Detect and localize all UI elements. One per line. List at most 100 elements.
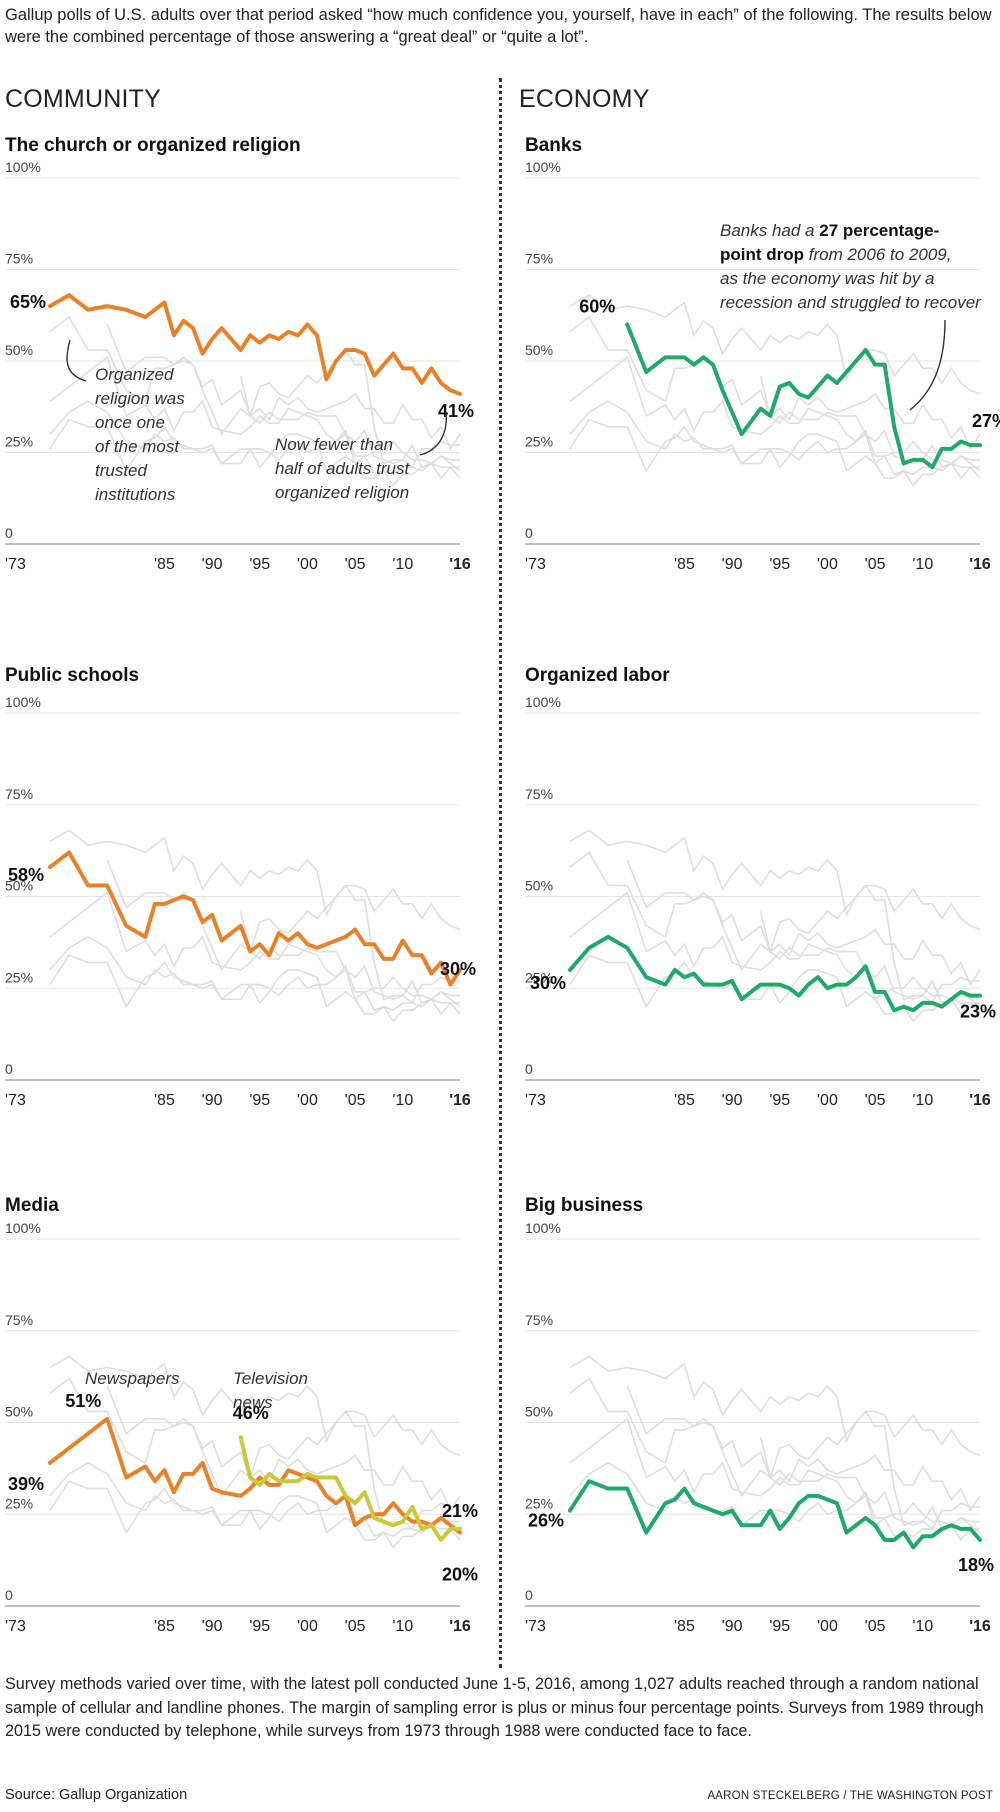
x-tick-label: '16	[969, 1092, 991, 1109]
x-tick-label: '16	[969, 556, 991, 573]
annotation-text: half of adults trust	[275, 459, 410, 478]
x-tick-label: '90	[202, 1618, 223, 1635]
x-tick-label: '90	[202, 556, 223, 573]
annotation-text: Organized	[95, 365, 174, 384]
y-tick-label: 0	[5, 1587, 13, 1603]
x-tick-label: '73	[525, 556, 546, 573]
chart-title: Big business	[525, 1195, 643, 1216]
y-tick-label: 25%	[525, 969, 553, 985]
section-heading-community: COMMUNITY	[5, 85, 161, 113]
x-tick-label: '05	[345, 1618, 366, 1635]
data-label: 20%	[442, 1565, 478, 1585]
y-tick-label: 50%	[5, 878, 33, 894]
y-tick-label: 0	[525, 525, 533, 541]
chart-panel-6: Big business 100% 75% 50% 25% 0 '73 '85 '90 '95 '0…	[525, 1195, 994, 1635]
background-series-line	[106, 859, 460, 1005]
data-label: 51%	[65, 1391, 101, 1411]
chart-title: Media	[5, 1195, 59, 1216]
x-tick-label: '85	[154, 556, 175, 573]
series-line-2	[238, 1435, 462, 1542]
annotation-text: Now fewer than	[275, 435, 393, 454]
annotation-text: as the economy was hit by a	[720, 269, 935, 288]
y-tick-label: 100%	[5, 1220, 41, 1236]
annotation-text: Television	[233, 1369, 308, 1388]
annotation-arrow	[66, 339, 87, 382]
intro-text: Gallup polls of U.S. adults over that pe…	[5, 6, 992, 46]
x-tick-label: '05	[345, 1092, 366, 1109]
background-series-line	[49, 1355, 461, 1457]
x-tick-label: '90	[722, 556, 743, 573]
y-tick-label: 50%	[525, 1404, 553, 1420]
data-label: 21%	[442, 1501, 478, 1521]
data-label: 30%	[440, 959, 476, 979]
data-label: 27%	[972, 411, 1000, 431]
y-tick-label: 100%	[525, 694, 561, 710]
data-label: 41%	[438, 401, 474, 421]
x-tick-label: '95	[249, 1092, 270, 1109]
chart-panel-5: Media 100% 75% 50% 25% 0 '73 '85 '90 '95 '00 '05 '10…	[5, 1195, 478, 1635]
x-tick-label: '95	[249, 1618, 270, 1635]
annotation-text: news	[233, 1393, 273, 1412]
y-tick-label: 75%	[5, 1312, 33, 1328]
x-tick-label: '90	[722, 1618, 743, 1635]
series-line-1	[625, 322, 982, 470]
y-tick-label: 25%	[525, 434, 553, 450]
x-tick-label: '00	[297, 1618, 318, 1635]
y-tick-label: 75%	[525, 251, 553, 267]
background-series-line	[49, 315, 461, 451]
background-series-line	[759, 910, 980, 1016]
annotation-text: of the most	[95, 437, 180, 456]
x-tick-label: '73	[525, 1092, 546, 1109]
data-label: 65%	[10, 292, 46, 312]
x-tick-label: '05	[865, 556, 886, 573]
y-tick-label: 75%	[5, 786, 33, 802]
y-tick-label: 75%	[5, 251, 33, 267]
y-tick-label: 0	[5, 1061, 13, 1077]
x-tick-label: '73	[5, 1092, 26, 1109]
source-line: Source: Gallup Organization	[5, 1787, 188, 1803]
footnote: Survey methods varied over time, with th…	[5, 1675, 984, 1740]
series-line-1	[568, 1479, 982, 1550]
annotation-text: institutions	[95, 485, 176, 504]
x-tick-label: '00	[817, 556, 838, 573]
background-series-line	[106, 1385, 460, 1531]
x-tick-label: '95	[249, 556, 270, 573]
y-tick-label: 100%	[5, 694, 41, 710]
x-tick-label: '00	[817, 1618, 838, 1635]
x-tick-label: '85	[154, 1618, 175, 1635]
y-tick-label: 75%	[525, 786, 553, 802]
x-tick-label: '95	[769, 556, 790, 573]
chart-title: The church or organized religion	[5, 135, 301, 156]
y-tick-label: 25%	[525, 1495, 553, 1511]
background-series-line	[569, 1377, 981, 1513]
annotation-text: Banks had a 27 percentage-	[720, 221, 939, 240]
annotation-arrow	[419, 411, 447, 456]
y-tick-label: 100%	[5, 159, 41, 175]
series-line-1	[48, 293, 462, 396]
y-tick-label: 100%	[525, 1220, 561, 1236]
data-label: 30%	[530, 973, 566, 993]
chart-panel-1: The church or organized religion 100% 75% 5…	[5, 135, 474, 573]
background-series-line	[49, 891, 461, 1008]
background-series-line	[569, 315, 981, 451]
x-tick-label: '85	[154, 1092, 175, 1109]
background-series-line	[49, 1480, 461, 1549]
background-series-line	[569, 294, 981, 395]
chart-panel-3: Public schools 100% 75% 50% 25% 0 '73 '85 '90 '95…	[5, 665, 476, 1109]
y-tick-label: 0	[525, 1061, 533, 1077]
x-tick-label: '85	[674, 1092, 695, 1109]
y-tick-label: 0	[5, 525, 13, 541]
background-series-line	[569, 851, 981, 987]
series-line-1	[48, 850, 462, 987]
background-series-line	[49, 356, 461, 472]
data-label: 18%	[958, 1555, 994, 1575]
background-series-line	[759, 1436, 980, 1542]
y-tick-label: 75%	[525, 1312, 553, 1328]
annotation-text: recession and struggled to recover	[720, 293, 982, 312]
data-label: 58%	[8, 865, 44, 885]
x-tick-label: '05	[865, 1618, 886, 1635]
section-heading-economy: ECONOMY	[519, 85, 650, 113]
annotation-arrow	[909, 319, 946, 411]
x-tick-label: '05	[345, 556, 366, 573]
